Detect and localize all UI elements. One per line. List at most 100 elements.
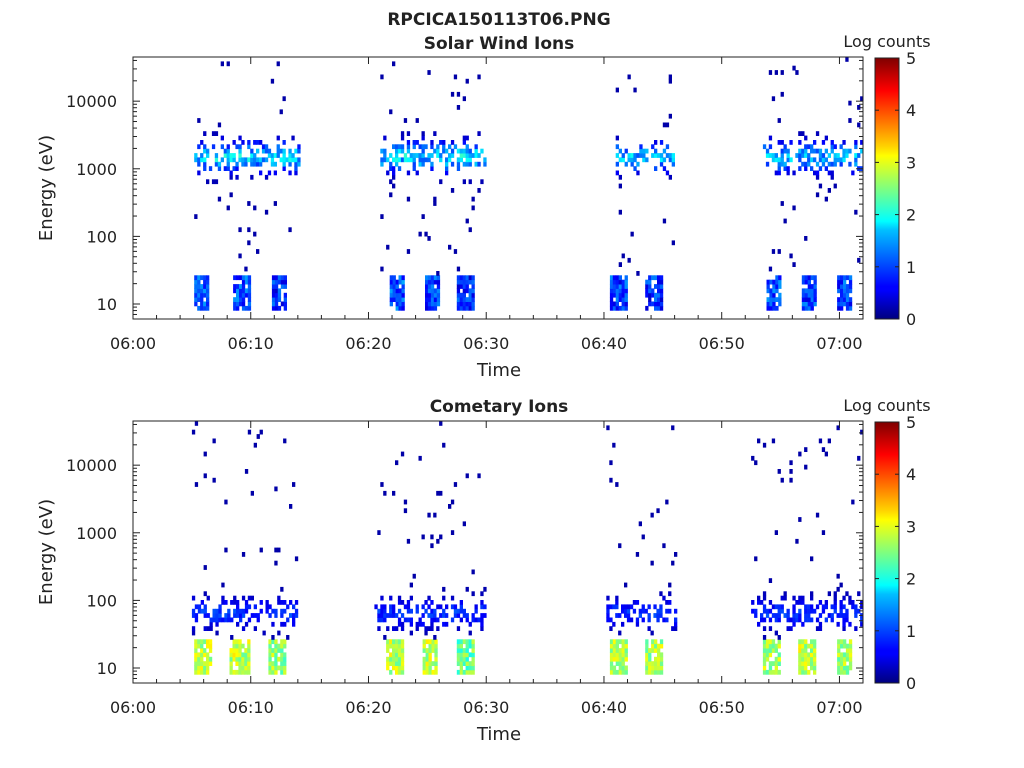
heatmap-cell xyxy=(798,661,802,666)
heatmap-cell xyxy=(238,652,242,658)
heatmap-cell xyxy=(271,621,275,627)
heatmap-cell xyxy=(277,297,282,302)
heatmap-cell xyxy=(208,643,213,649)
heatmap-cell xyxy=(271,288,276,294)
heatmap-cell xyxy=(406,600,411,605)
heatmap-cell xyxy=(450,140,455,145)
heatmap-cell xyxy=(648,661,652,666)
heatmap-cell xyxy=(235,643,239,649)
heatmap-cell xyxy=(840,275,844,281)
heatmap-cell xyxy=(848,284,853,289)
heatmap-cell xyxy=(647,617,651,623)
heatmap-cell xyxy=(801,301,806,307)
plot-frame xyxy=(132,420,864,684)
heatmap-cell xyxy=(433,635,437,640)
heatmap-cell xyxy=(462,292,466,298)
heatmap-cell xyxy=(456,648,461,653)
heatmap-cell xyxy=(615,595,619,601)
heatmap-cell xyxy=(615,648,619,653)
heatmap-cell xyxy=(845,297,850,302)
heatmap-cell xyxy=(386,656,390,662)
heatmap-cell xyxy=(270,153,275,158)
heatmap-cell xyxy=(424,608,428,614)
heatmap-cell xyxy=(768,600,773,605)
heatmap-cell xyxy=(762,591,767,597)
heatmap-cell xyxy=(247,227,251,233)
heatmap-cell xyxy=(839,161,843,167)
heatmap-cell xyxy=(431,661,435,666)
heatmap-cell xyxy=(626,613,631,618)
heatmap-cell xyxy=(659,608,663,614)
heatmap-cell xyxy=(206,613,210,618)
heatmap-cell xyxy=(277,600,281,605)
heatmap-cell xyxy=(380,214,384,219)
heatmap-cell xyxy=(392,652,396,658)
heatmap-cell xyxy=(397,643,402,649)
heatmap-cell xyxy=(236,284,240,289)
heatmap-cell xyxy=(813,170,817,176)
heatmap-cell xyxy=(428,652,432,658)
heatmap-cell xyxy=(615,643,619,649)
heatmap-cell xyxy=(436,490,440,496)
heatmap-cell xyxy=(615,613,619,618)
heatmap-cell xyxy=(398,279,402,285)
heatmap-cell xyxy=(789,477,793,483)
heatmap-cell xyxy=(191,626,196,631)
heatmap-cell xyxy=(395,661,399,666)
heatmap-cell xyxy=(232,643,236,649)
heatmap-cell xyxy=(477,188,481,193)
heatmap-cell xyxy=(459,669,463,675)
heatmap-cell xyxy=(279,109,283,115)
heatmap-cell xyxy=(833,183,837,189)
heatmap-cell xyxy=(425,648,429,653)
heatmap-cell xyxy=(194,301,198,307)
heatmap-cell xyxy=(462,297,466,302)
heatmap-cell xyxy=(294,170,298,176)
heatmap-cell xyxy=(789,460,793,466)
heatmap-cell xyxy=(795,600,799,605)
heatmap-cell xyxy=(843,279,847,285)
heatmap-cell xyxy=(241,161,245,167)
heatmap-cell xyxy=(615,161,619,167)
heatmap-cell xyxy=(774,630,778,636)
heatmap-cell xyxy=(824,157,828,163)
heatmap-cell xyxy=(383,635,387,640)
heatmap-cell xyxy=(471,669,475,675)
heatmap-cell xyxy=(283,301,287,307)
heatmap-cell xyxy=(450,530,455,535)
heatmap-cell xyxy=(807,297,811,302)
heatmap-cell xyxy=(774,170,778,176)
heatmap-cell xyxy=(238,227,242,233)
heatmap-cell xyxy=(409,621,413,627)
heatmap-cell xyxy=(780,595,784,601)
heatmap-cell xyxy=(774,70,778,75)
heatmap-cell xyxy=(839,144,843,150)
y-tick-label: 10000 xyxy=(66,456,117,475)
heatmap-cell xyxy=(612,442,616,448)
heatmap-cell xyxy=(813,288,817,294)
heatmap-cell xyxy=(380,617,384,623)
heatmap-cell xyxy=(433,297,438,302)
heatmap-cell xyxy=(645,639,649,645)
heatmap-cell xyxy=(762,639,767,645)
heatmap-cell xyxy=(291,157,295,163)
heatmap-cell xyxy=(241,140,245,145)
x-axis-label: Time xyxy=(476,724,521,745)
heatmap-cell xyxy=(815,161,820,167)
heatmap-cell xyxy=(854,140,858,145)
heatmap-cell xyxy=(845,591,849,597)
heatmap-cell xyxy=(395,148,399,154)
figure-title: RPCICA150113T06.PNG xyxy=(387,10,610,30)
heatmap-cell xyxy=(380,595,384,601)
heatmap-cell xyxy=(386,244,390,250)
heatmap-cell xyxy=(807,144,811,150)
heatmap-cell xyxy=(244,600,249,605)
heatmap-cell xyxy=(815,131,820,136)
heatmap-cell xyxy=(615,652,619,658)
heatmap-cell xyxy=(780,157,784,163)
heatmap-cell xyxy=(421,144,425,150)
y-tick-label: 1000 xyxy=(76,524,117,543)
heatmap-cell xyxy=(206,661,210,666)
heatmap-cell xyxy=(289,504,293,509)
heatmap-cell xyxy=(235,656,239,662)
